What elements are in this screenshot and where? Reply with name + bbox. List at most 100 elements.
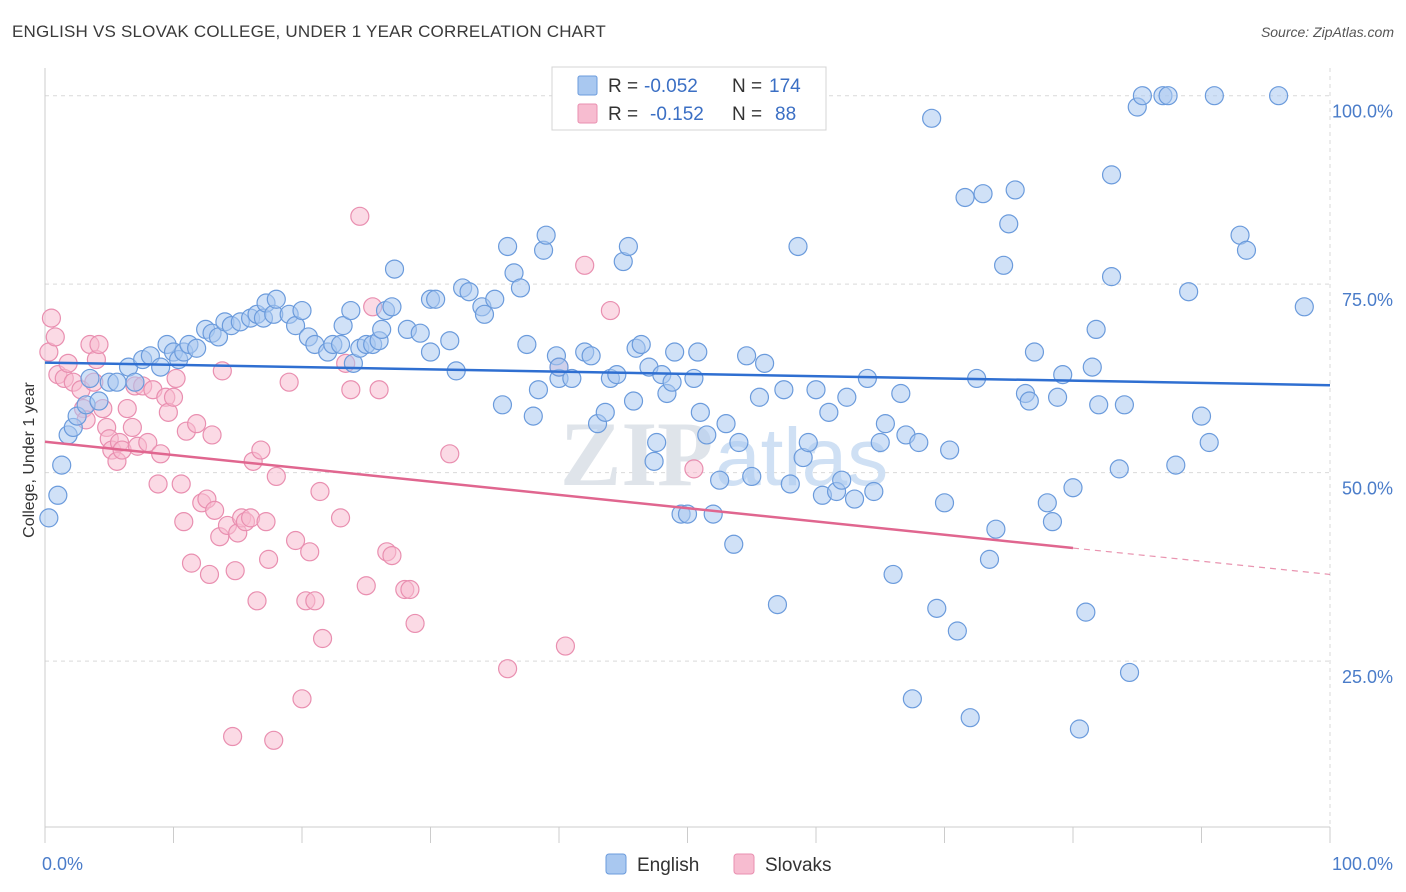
english-point-173 [1204,86,1224,106]
english-point-77 [562,368,582,389]
english-point-170 [1179,282,1199,302]
legend-n-label-english: N = [732,76,762,97]
english-point-1 [48,485,68,505]
english-point-71 [528,380,549,400]
x-tick-label-1: 100.0% [1332,854,1393,874]
english-point-159 [1089,395,1109,415]
slovak-point-37 [181,553,202,573]
english-point-73 [536,225,556,245]
slovak-point-72 [356,576,376,596]
english-point-64 [485,289,505,309]
english-point-149 [1024,342,1045,362]
english-point-88 [631,334,651,355]
english-point-162 [1109,459,1129,479]
english-point-160 [1101,165,1122,185]
english-point-7 [80,368,100,389]
english-point-135 [934,493,955,513]
slovak-point-38 [187,414,207,434]
english-point-176 [1268,86,1289,106]
english-point-152 [1047,387,1068,407]
slovak-point-61 [285,530,306,551]
english-point-36 [292,300,312,321]
y-tick-label-0: 25.0% [1342,667,1393,687]
english-point-163 [1114,395,1135,415]
english-point-54 [410,323,430,343]
english-point-125 [864,481,884,502]
english-point-61 [459,282,479,302]
legend-n-value-slovak: 88 [775,104,796,125]
trend-lines [44,361,1331,576]
english-point-108 [742,466,762,487]
slovak-point-48 [225,561,245,581]
slovak-point-34 [171,474,191,494]
slovak-point-74 [369,380,389,400]
legend-swatch-english [577,75,598,96]
english-point-138 [955,187,975,208]
english-point-86 [623,391,644,411]
legend-box: R = -0.052 N = 174 R = -0.152 N = 88 [551,66,827,131]
english-point-110 [754,353,775,373]
axes [44,68,1331,843]
slovak-trend-line-extension [1072,547,1331,576]
english-point-145 [999,214,1019,234]
english-point-146 [1005,180,1025,200]
english-point-141 [973,184,993,204]
english-point-8 [89,391,109,411]
tick-labels: 25.0% 50.0% 75.0% 100.0% 0.0% 100.0% [42,102,1393,874]
english-point-107 [737,346,757,366]
english-point-112 [774,380,794,400]
english-point-91 [647,432,667,453]
english-point-85 [618,236,638,257]
english-point-111 [767,594,788,615]
english-point-114 [788,236,808,257]
english-point-49 [372,319,392,340]
y-tick-label-1: 50.0% [1342,479,1393,499]
english-point-100 [690,402,710,422]
english-point-129 [891,383,911,404]
english-point-121 [832,470,852,490]
english-point-168 [1158,86,1178,106]
slovak-point-70 [341,380,361,400]
slovak-point-41 [199,564,220,585]
slovak-point-80 [440,444,460,464]
slovak-point-66 [310,481,330,502]
english-point-66 [498,236,518,257]
english-point-52 [384,259,405,279]
english-point-2 [52,455,72,475]
legend-r-value-english: -0.052 [644,76,698,97]
slovak-point-76 [382,545,402,566]
slovak-point-35 [174,512,194,532]
slovak-point-71 [350,206,370,226]
legend-swatch-slovak [577,103,598,124]
slovak-point-43 [205,500,225,520]
english-point-15 [151,357,171,377]
english-point-172 [1199,432,1219,453]
slovak-point-85 [600,300,621,321]
english-point-103 [710,470,730,490]
x-tick-label-0: 0.0% [42,854,83,874]
english-point-126 [870,432,890,453]
english-point-131 [902,689,922,709]
english-point-58 [440,331,460,351]
english-point-116 [798,432,818,453]
english-point-68 [510,278,531,298]
slovak-point-21 [117,398,137,419]
english-point-154 [1063,478,1083,498]
english-point-0 [39,508,59,528]
english-point-127 [875,414,895,434]
slovak-point-67 [312,628,333,649]
english-point-95 [665,342,685,362]
english-point-69 [517,334,537,355]
legend-r-label-english: R = [608,76,638,97]
english-point-65 [492,395,513,415]
english-point-90 [644,451,664,471]
slovak-point-13 [89,334,109,355]
slovak-point-60 [279,372,299,392]
slovak-point-65 [305,591,325,611]
slovak-points [39,206,704,750]
english-point-10 [107,372,127,392]
watermark-zip: ZIP [560,403,713,505]
english-point-56 [426,289,446,309]
english-point-155 [1069,719,1090,739]
bottom-legend-swatch-english [605,853,627,875]
